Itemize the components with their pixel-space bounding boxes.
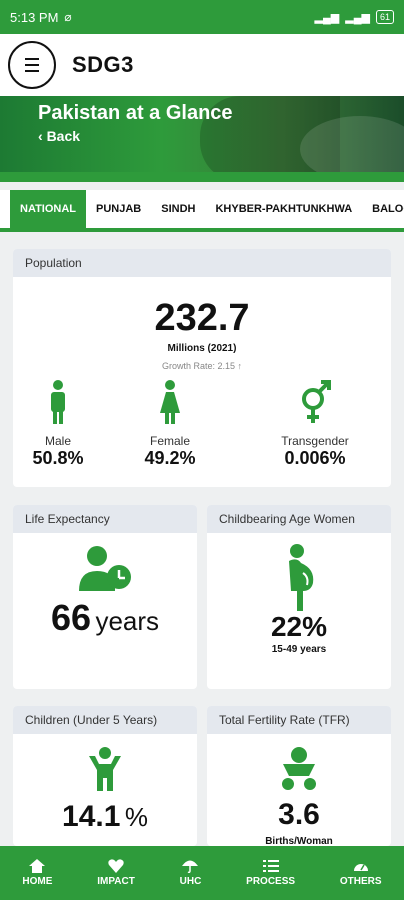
chevron-left-icon: ‹ bbox=[38, 128, 47, 144]
children-stat: 14.1 % bbox=[13, 800, 197, 834]
growth-rate-text: Growth Rate: 2.15 bbox=[161, 361, 236, 371]
banner-strip bbox=[0, 172, 404, 182]
banner-decoration bbox=[200, 96, 340, 182]
population-card: Population 232.7 Millions (2021) Growth … bbox=[13, 249, 391, 487]
children-unit: % bbox=[124, 802, 148, 832]
transgender-stat: Transgender 0.006% bbox=[265, 379, 365, 469]
children-value: 14.1 bbox=[62, 800, 121, 833]
life-expectancy-value: 66 bbox=[50, 597, 91, 638]
childbearing-sub: 15-49 years bbox=[271, 644, 327, 655]
nav-impact-label: IMPACT bbox=[97, 876, 135, 887]
child-icon bbox=[89, 747, 121, 791]
back-label: Back bbox=[46, 128, 81, 144]
population-unit: Millions (2021) bbox=[167, 343, 237, 354]
nav-uhc-label: UHC bbox=[179, 876, 202, 887]
umbrella-icon bbox=[182, 860, 199, 873]
nav-impact[interactable]: IMPACT bbox=[97, 859, 135, 887]
hamburger-icon bbox=[25, 56, 39, 74]
life-expectancy-stat: 66 years bbox=[13, 597, 197, 639]
home-icon bbox=[29, 859, 46, 873]
children-card: Children (Under 5 Years) 14.1 % bbox=[13, 706, 197, 846]
tfr-header: Total Fertility Rate (TFR) bbox=[207, 706, 391, 734]
tfr-value: 3.6 bbox=[278, 798, 320, 831]
gauge-icon bbox=[353, 864, 368, 871]
population-value: 232.7 bbox=[154, 297, 250, 339]
tab-khyber-pakhtunkhwa[interactable]: KHYBER-PAKHTUNKHWA bbox=[215, 203, 353, 215]
childbearing-value: 22% bbox=[270, 611, 328, 642]
population-header: Population bbox=[13, 249, 391, 277]
pregnant-woman-icon bbox=[289, 544, 314, 611]
banner-decoration-2 bbox=[300, 116, 404, 182]
app-bar: SDG3 bbox=[0, 34, 404, 96]
transgender-icon bbox=[302, 380, 331, 423]
childbearing-header: Childbearing Age Women bbox=[207, 505, 391, 533]
app-title: SDG3 bbox=[72, 52, 134, 77]
heart-pulse-icon bbox=[108, 859, 124, 873]
menu-button[interactable] bbox=[8, 41, 56, 89]
life-expectancy-header: Life Expectancy bbox=[13, 505, 197, 533]
status-bar: 5:13 PM ⌀ ▂▄▆ ▂▄▆ 61 bbox=[0, 0, 404, 34]
nav-others-label: OTHERS bbox=[339, 876, 382, 887]
female-icon bbox=[160, 380, 180, 424]
signal-icon: ▂▄▆ bbox=[314, 11, 340, 24]
back-link[interactable]: ‹ Back bbox=[38, 128, 80, 144]
bottom-nav: HOME IMPACT UHC PROCESS OTHERS bbox=[0, 846, 404, 900]
arrow-up-icon: ↑ bbox=[237, 361, 243, 371]
battery-icon: 61 bbox=[375, 10, 394, 24]
banner-title: Pakistan at a Glance bbox=[38, 102, 233, 124]
life-expectancy-unit: years bbox=[95, 606, 160, 636]
status-icons: ▂▄▆ ▂▄▆ 61 bbox=[315, 10, 394, 24]
tfr-card: Total Fertility Rate (TFR) 3.6 Births/Wo… bbox=[207, 706, 391, 846]
region-tabs: NATIONAL PUNJAB SINDH KHYBER-PAKHTUNKHWA… bbox=[0, 190, 404, 232]
status-time: 5:13 PM bbox=[10, 9, 59, 25]
banner: Pakistan at a Glance ‹ Back bbox=[0, 96, 404, 182]
growth-rate: Growth Rate: 2.15 ↑ bbox=[13, 361, 391, 371]
male-stat: Male 50.8% bbox=[13, 379, 108, 469]
female-stat: Female 49.2% bbox=[120, 379, 220, 469]
nav-home[interactable]: HOME bbox=[22, 859, 52, 887]
nav-uhc[interactable]: UHC bbox=[179, 859, 202, 887]
male-icon bbox=[51, 380, 65, 424]
life-expectancy-card: Life Expectancy 66 years bbox=[13, 505, 197, 689]
nav-process[interactable]: PROCESS bbox=[246, 859, 295, 887]
male-value: 50.8% bbox=[32, 448, 84, 468]
transgender-label: Transgender bbox=[281, 434, 349, 448]
tfr-sub: Births/Woman bbox=[265, 836, 333, 846]
tab-punjab[interactable]: PUNJAB bbox=[96, 203, 142, 215]
childbearing-card: Childbearing Age Women 22% 15-49 years bbox=[207, 505, 391, 689]
children-header: Children (Under 5 Years) bbox=[13, 706, 197, 734]
signal-icon-2: ▂▄▆ bbox=[345, 11, 370, 24]
tab-balochistan[interactable]: BALOCHIS bbox=[372, 203, 404, 215]
transgender-value: 0.006% bbox=[284, 448, 346, 468]
person-clock-icon bbox=[79, 546, 131, 591]
tab-national[interactable]: NATIONAL bbox=[10, 190, 87, 228]
baby-icon bbox=[282, 747, 316, 790]
nav-home-label: HOME bbox=[22, 876, 53, 887]
tab-sindh[interactable]: SINDH bbox=[161, 203, 196, 215]
male-label: Male bbox=[44, 434, 71, 448]
list-icon bbox=[262, 860, 279, 872]
nav-process-label: PROCESS bbox=[246, 876, 296, 887]
female-label: Female bbox=[149, 434, 190, 448]
female-value: 49.2% bbox=[144, 448, 196, 468]
nav-others[interactable]: OTHERS bbox=[340, 859, 382, 887]
wifi-off-icon: ⌀ bbox=[64, 10, 72, 24]
